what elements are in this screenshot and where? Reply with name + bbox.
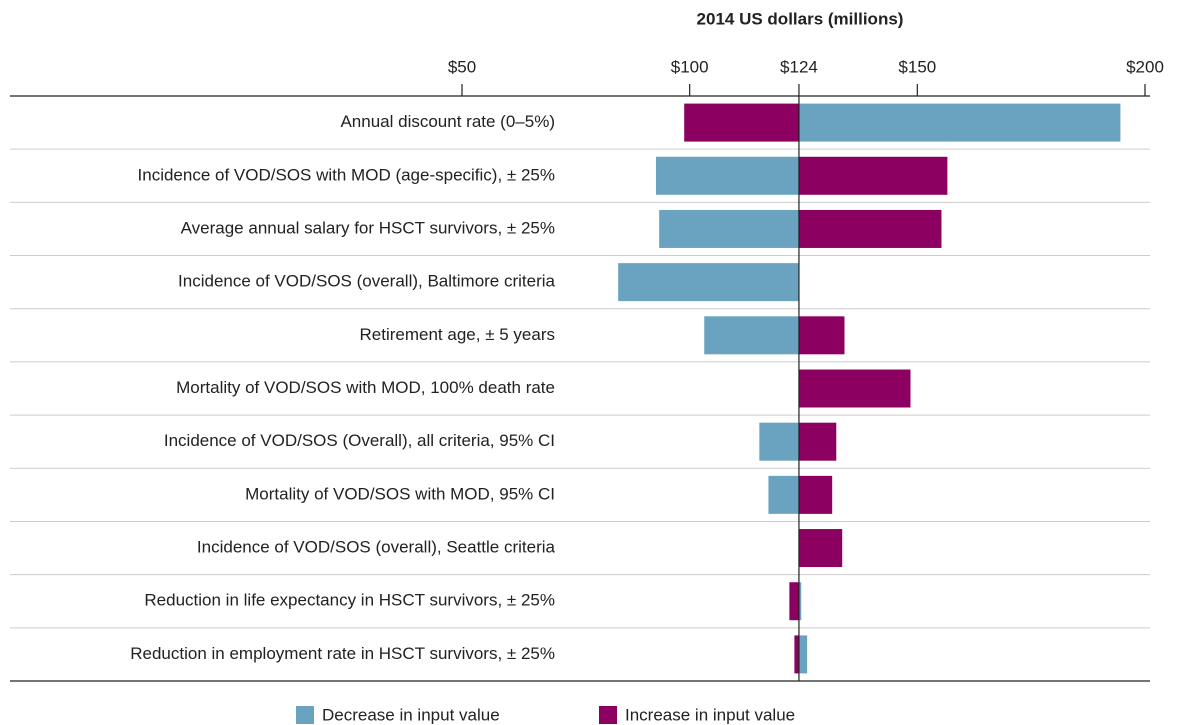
bar	[618, 263, 799, 302]
category-label: Average annual salary for HSCT survivors…	[181, 218, 555, 237]
category-label: Incidence of VOD/SOS (Overall), all crit…	[164, 431, 555, 450]
bar	[798, 635, 808, 674]
x-tick-label: $124	[780, 57, 818, 76]
bar	[798, 529, 843, 568]
bar	[768, 475, 799, 514]
bar	[798, 582, 802, 621]
bar	[794, 635, 799, 674]
bar	[798, 103, 1121, 142]
x-tick-label: $100	[671, 57, 709, 76]
category-label: Annual discount rate (0–5%)	[340, 112, 555, 131]
x-tick-label: $150	[898, 57, 936, 76]
bar	[655, 156, 799, 195]
category-label: Incidence of VOD/SOS with MOD (age-speci…	[138, 165, 555, 184]
bar	[704, 316, 799, 355]
category-label: Incidence of VOD/SOS (overall), Seattle …	[197, 538, 556, 557]
category-label: Reduction in life expectancy in HSCT sur…	[144, 591, 555, 610]
x-tick-label: $200	[1126, 57, 1164, 76]
category-label: Retirement age, ± 5 years	[360, 325, 555, 344]
bar	[798, 316, 845, 355]
bar	[659, 209, 799, 248]
category-label: Mortality of VOD/SOS with MOD, 95% CI	[245, 484, 555, 503]
category-label: Mortality of VOD/SOS with MOD, 100% deat…	[176, 378, 555, 397]
category-label: Incidence of VOD/SOS (overall), Baltimor…	[178, 272, 556, 291]
chart-title: 2014 US dollars (millions)	[697, 9, 904, 28]
bar	[759, 422, 799, 461]
bar	[798, 369, 911, 408]
bar	[798, 422, 837, 461]
category-label: Reduction in employment rate in HSCT sur…	[130, 644, 555, 663]
bar	[798, 156, 948, 195]
bar	[798, 209, 942, 248]
bar	[798, 475, 833, 514]
bar	[684, 103, 799, 142]
legend-swatch	[599, 706, 617, 724]
x-tick-label: $50	[448, 57, 476, 76]
legend-label: Decrease in input value	[322, 705, 500, 724]
legend-label: Increase in input value	[625, 705, 795, 724]
legend-swatch	[296, 706, 314, 724]
bar	[789, 582, 799, 621]
